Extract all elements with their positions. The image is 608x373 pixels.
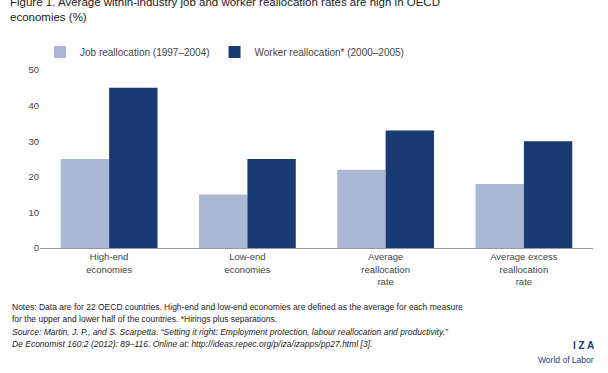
svg-text:High-endeconomies: High-endeconomies [86,251,132,274]
svg-text:Worker reallocation* (2000–200: Worker reallocation* (2000–2005) [255,47,404,58]
svg-text:I Z A: I Z A [573,340,594,351]
svg-text:De Economist 160:2 (2012): 89–: De Economist 160:2 (2012): 89–116. Onlin… [12,339,372,349]
svg-text:Figure 1. Average within-indus: Figure 1. Average within-industry job an… [10,0,440,23]
svg-text:Job reallocation (1997–2004): Job reallocation (1997–2004) [80,47,210,58]
svg-text:20: 20 [28,171,39,182]
svg-text:40: 40 [28,100,39,111]
svg-text:30: 30 [28,136,39,147]
svg-text:0: 0 [34,242,39,253]
svg-text:for the upper and lower half o: for the upper and lower half of the coun… [12,314,277,324]
svg-text:World of Labor: World of Labor [538,355,594,365]
svg-text:Low-endeconomies: Low-endeconomies [224,251,270,274]
svg-text:Averagereallocationrate: Averagereallocationrate [361,251,410,287]
svg-text:Source: Martin, J. P., and S.: Source: Martin, J. P., and S. Scarpetta.… [12,327,449,337]
svg-text:50: 50 [28,64,39,75]
svg-text:Average excessreallocationrate: Average excessreallocationrate [490,251,558,287]
svg-text:10: 10 [28,207,39,218]
svg-text:Notes: Data are for 22 OECD co: Notes: Data are for 22 OECD countries. H… [12,302,463,312]
